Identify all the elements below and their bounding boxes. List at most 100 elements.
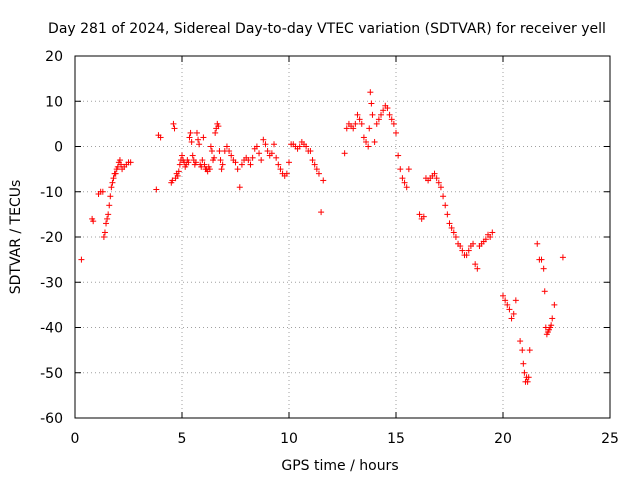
data-point bbox=[433, 175, 440, 182]
data-point bbox=[405, 166, 412, 173]
chart-title: Day 281 of 2024, Sidereal Day-to-day VTE… bbox=[48, 21, 606, 37]
data-point bbox=[277, 166, 284, 173]
data-point bbox=[500, 292, 506, 299]
data-point bbox=[179, 152, 185, 159]
data-point bbox=[363, 138, 370, 145]
data-point bbox=[519, 347, 526, 354]
data-point bbox=[234, 166, 241, 173]
data-point bbox=[354, 111, 361, 118]
data-point bbox=[271, 141, 278, 148]
data-point bbox=[373, 120, 380, 127]
data-point bbox=[223, 143, 230, 150]
data-point bbox=[219, 161, 226, 168]
data-point bbox=[386, 111, 393, 118]
data-point bbox=[228, 152, 235, 159]
grid-layer bbox=[75, 56, 610, 418]
y-tick-label: 0 bbox=[54, 140, 63, 156]
data-point bbox=[452, 234, 459, 240]
data-point bbox=[352, 120, 359, 127]
data-point bbox=[232, 159, 239, 166]
data-point bbox=[264, 148, 271, 155]
data-point bbox=[212, 129, 219, 136]
data-point bbox=[482, 236, 489, 243]
data-point bbox=[474, 265, 481, 272]
data-point bbox=[534, 240, 541, 247]
data-point bbox=[108, 184, 115, 191]
y-tick-label: 10 bbox=[45, 94, 63, 110]
data-point bbox=[258, 157, 265, 164]
data-point bbox=[378, 111, 385, 118]
data-point bbox=[188, 138, 195, 145]
y-tick-label: -30 bbox=[40, 275, 63, 291]
data-point bbox=[397, 166, 404, 173]
data-point bbox=[465, 247, 472, 254]
data-point bbox=[313, 166, 320, 173]
data-point bbox=[502, 297, 509, 304]
data-point bbox=[489, 229, 496, 236]
data-point bbox=[303, 143, 310, 150]
data-point bbox=[315, 170, 322, 177]
data-point bbox=[206, 166, 213, 173]
y-tick-label: -60 bbox=[40, 411, 63, 427]
data-point bbox=[201, 161, 208, 168]
data-point bbox=[538, 256, 545, 263]
data-point bbox=[195, 136, 202, 143]
data-point bbox=[435, 179, 442, 186]
data-point bbox=[510, 310, 517, 317]
data-point bbox=[114, 163, 121, 170]
data-point bbox=[521, 369, 528, 376]
data-point bbox=[442, 202, 449, 209]
data-point bbox=[444, 211, 451, 218]
data-point bbox=[196, 141, 203, 148]
data-point bbox=[186, 134, 193, 141]
data-point bbox=[253, 143, 260, 150]
x-tick-label: 25 bbox=[601, 431, 619, 447]
data-point bbox=[341, 150, 348, 157]
data-point bbox=[375, 116, 382, 123]
data-point bbox=[393, 129, 399, 136]
data-point bbox=[437, 184, 444, 191]
data-point bbox=[350, 125, 357, 132]
data-point bbox=[366, 125, 373, 132]
data-point bbox=[551, 301, 558, 308]
data-point bbox=[175, 168, 182, 175]
data-point bbox=[78, 256, 85, 263]
data-point bbox=[384, 105, 391, 112]
data-point bbox=[260, 136, 267, 143]
y-tick-label: -50 bbox=[40, 366, 63, 382]
points-layer bbox=[78, 89, 566, 385]
data-point bbox=[192, 159, 199, 166]
data-point bbox=[371, 138, 378, 145]
data-point bbox=[318, 209, 325, 216]
data-point bbox=[420, 213, 427, 220]
data-point bbox=[388, 116, 395, 123]
data-point bbox=[127, 159, 134, 166]
data-point bbox=[399, 175, 406, 182]
data-point bbox=[273, 154, 280, 161]
data-point bbox=[548, 322, 555, 329]
data-point bbox=[360, 134, 367, 141]
data-point bbox=[296, 143, 303, 150]
ticks-layer: 0 5 10 15 20 25 -60 -50 -40 -30 -20 -10 0 10 20 bbox=[40, 49, 619, 447]
data-point bbox=[99, 188, 106, 195]
data-point bbox=[216, 148, 223, 155]
data-point bbox=[112, 170, 119, 177]
data-point bbox=[403, 184, 410, 191]
data-point bbox=[470, 240, 477, 247]
x-tick-label: 20 bbox=[494, 431, 512, 447]
data-point bbox=[169, 177, 176, 184]
y-tick-label: 20 bbox=[45, 49, 63, 65]
data-point bbox=[283, 170, 290, 177]
data-point bbox=[217, 157, 224, 164]
data-point bbox=[540, 265, 547, 272]
data-point bbox=[358, 120, 365, 127]
data-point bbox=[401, 179, 408, 186]
data-point bbox=[189, 152, 196, 159]
data-point bbox=[247, 161, 254, 168]
data-point bbox=[431, 170, 438, 177]
data-point bbox=[320, 177, 327, 184]
data-point bbox=[193, 129, 200, 136]
data-point bbox=[90, 218, 97, 225]
data-point bbox=[395, 152, 402, 159]
